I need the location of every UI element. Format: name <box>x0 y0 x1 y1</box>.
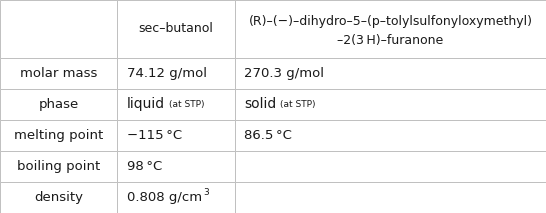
Bar <box>117 120 235 151</box>
Text: boiling point: boiling point <box>17 160 100 173</box>
Text: molar mass: molar mass <box>20 66 97 80</box>
Text: liquid: liquid <box>127 97 165 111</box>
Bar <box>235 151 546 182</box>
Text: (R)–(−)–dihydro–5–(p–tolylsulfonyloxymethyl): (R)–(−)–dihydro–5–(p–tolylsulfonyloxymet… <box>248 15 532 28</box>
Text: density: density <box>34 191 83 204</box>
Text: phase: phase <box>39 98 79 111</box>
Bar <box>117 89 235 120</box>
Bar <box>117 0 235 58</box>
Text: –2(3 H)–furanone: –2(3 H)–furanone <box>337 34 443 47</box>
Text: −115 °C: −115 °C <box>127 129 182 142</box>
Bar <box>117 182 235 213</box>
Text: solid: solid <box>244 97 276 111</box>
Bar <box>0 182 117 213</box>
Text: sec–butanol: sec–butanol <box>139 22 213 35</box>
Text: 270.3 g/mol: 270.3 g/mol <box>244 66 324 80</box>
Text: 98 °C: 98 °C <box>127 160 162 173</box>
Text: melting point: melting point <box>14 129 103 142</box>
Bar <box>235 58 546 89</box>
Text: 86.5 °C: 86.5 °C <box>244 129 292 142</box>
Bar <box>117 58 235 89</box>
Bar <box>235 120 546 151</box>
Bar <box>235 182 546 213</box>
Bar <box>0 0 117 58</box>
Text: 0.808 g/cm: 0.808 g/cm <box>127 191 202 204</box>
Bar <box>0 151 117 182</box>
Text: (at STP): (at STP) <box>169 100 204 109</box>
Bar <box>0 120 117 151</box>
Text: 74.12 g/mol: 74.12 g/mol <box>127 66 207 80</box>
Bar <box>235 0 546 58</box>
Bar <box>117 151 235 182</box>
Bar <box>0 58 117 89</box>
Text: (at STP): (at STP) <box>280 100 316 109</box>
Bar <box>0 89 117 120</box>
Bar <box>235 89 546 120</box>
Text: 3: 3 <box>203 188 209 197</box>
